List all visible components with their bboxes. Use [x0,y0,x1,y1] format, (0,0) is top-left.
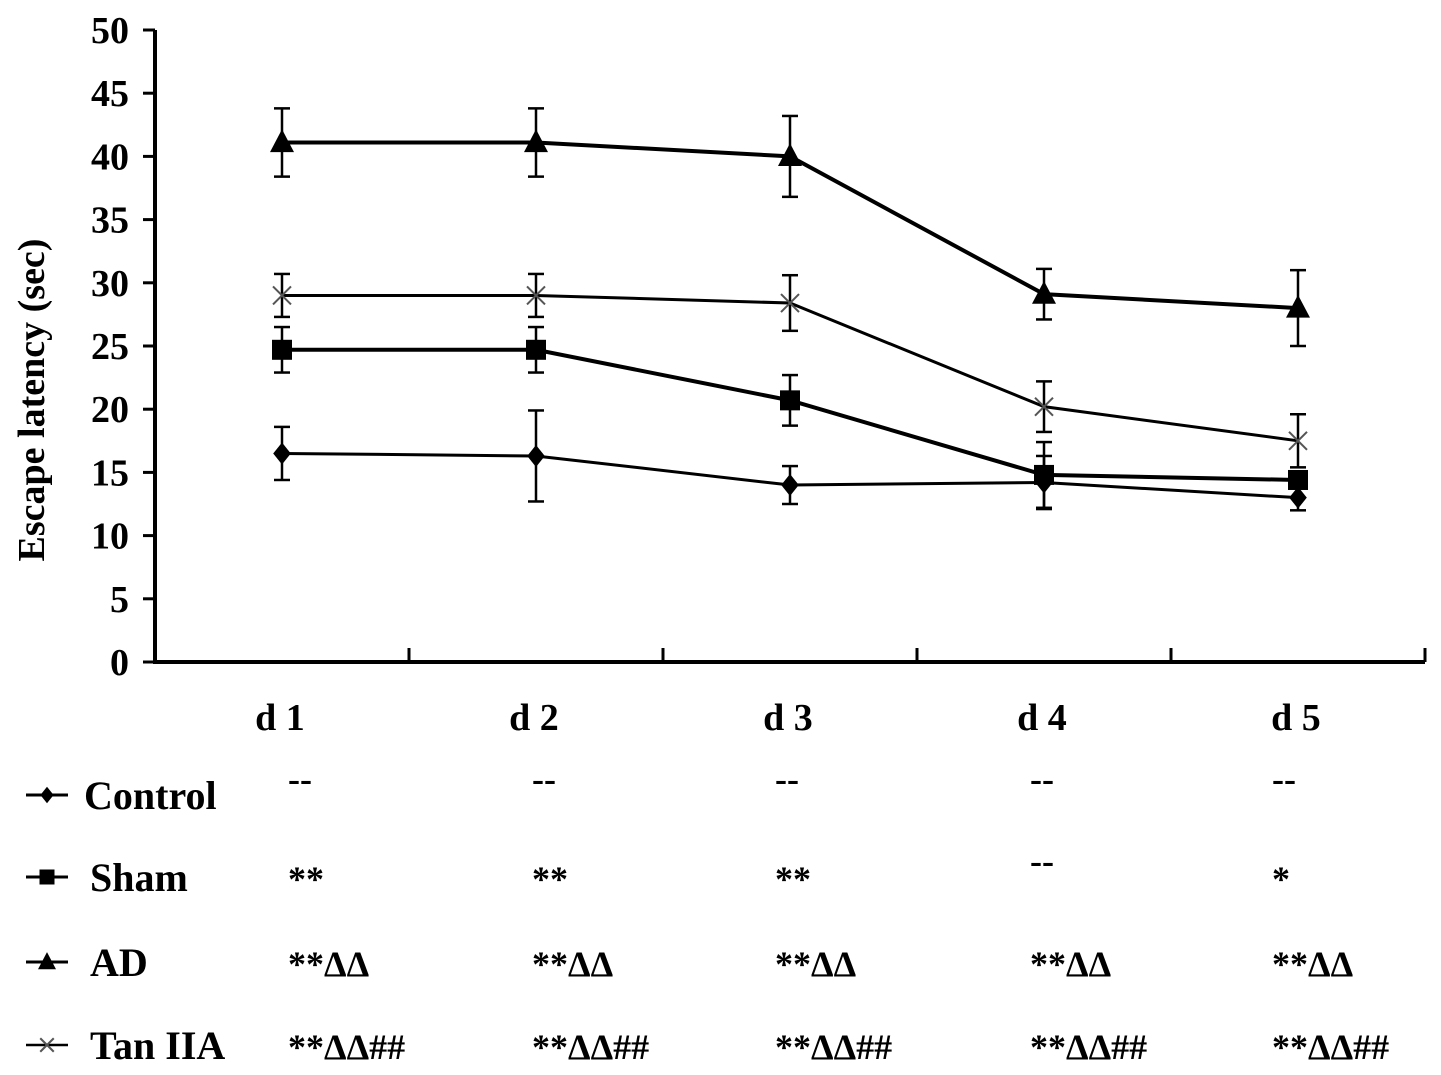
data-point-tan-iia [272,285,292,306]
data-point-control [273,442,291,465]
significance-control: -- [1030,759,1054,799]
legend-marker-tan-iia [39,1037,55,1053]
significance-control: -- [1272,759,1296,799]
significance-ad: **ΔΔ [1272,944,1353,984]
significance-tan-iia: **ΔΔ## [1272,1027,1389,1067]
x-axis-ticks: d 1 d 2 d 3 d 4 d 5 [255,648,1427,739]
data-point-control [527,444,545,467]
data-point-tan-iia [780,293,800,313]
significance-ad: **ΔΔ [1030,944,1111,984]
series-tan-iia [272,272,1308,469]
data-point-sham [1034,464,1054,485]
legend-row-control: Control -- -- -- -- -- [26,759,1296,818]
data-point-control [1289,486,1307,509]
data-point-ad [1286,294,1310,318]
data-point-ad [778,143,802,166]
x-tick-label: d 5 [1271,697,1321,739]
data-point-ad [524,129,548,153]
significance-ad: **ΔΔ [775,944,856,984]
y-axis-ticks: 0 5 10 15 20 25 30 35 40 45 50 [91,10,155,684]
significance-sham: -- [1030,841,1054,881]
y-tick-label: 0 [110,642,129,684]
x-tick-label: d 1 [255,697,305,739]
legend-row-ad: AD **ΔΔ **ΔΔ **ΔΔ **ΔΔ **ΔΔ [26,940,1353,985]
data-point-control [781,474,799,497]
significance-ad: **ΔΔ [532,944,613,984]
legend-marker-control [40,786,54,804]
y-tick-label: 40 [91,136,129,178]
significance-sham: ** [775,859,811,899]
data-point-tan-iia [1034,396,1054,417]
y-axis-label: Escape latency (sec) [11,239,53,562]
legend-marker-sham [39,869,55,885]
y-tick-label: 25 [91,326,129,368]
data-point-tan-iia [526,285,546,306]
legend-label-sham: Sham [90,855,188,900]
y-tick-label: 20 [91,389,129,431]
significance-tan-iia: **ΔΔ## [1030,1027,1147,1067]
y-tick-label: 50 [91,10,129,52]
legend-significance-table: Control -- -- -- -- -- Sham ** ** ** -- * AD **ΔΔ **ΔΔ… [26,759,1389,1068]
data-point-ad [1032,280,1056,304]
y-tick-label: 35 [91,200,129,242]
legend-label-tan-iia: Tan IIA [90,1023,225,1068]
significance-tan-iia: **ΔΔ## [775,1027,892,1067]
data-point-ad [270,129,294,153]
legend-label-control: Control [84,773,217,818]
y-tick-label: 15 [91,452,129,494]
significance-control: -- [532,759,556,799]
data-point-sham [1288,469,1308,490]
data-point-sham [780,390,800,411]
data-point-tan-iia [1288,431,1308,451]
significance-sham: * [1272,859,1290,899]
y-tick-label: 45 [91,73,129,115]
significance-control: -- [775,759,799,799]
x-tick-label: d 4 [1017,697,1067,739]
legend-row-tan-iia: Tan IIA **ΔΔ## **ΔΔ## **ΔΔ## **ΔΔ## **ΔΔ## [26,1023,1389,1068]
y-tick-label: 10 [91,516,129,558]
x-tick-label: d 3 [763,697,813,739]
x-tick-label: d 2 [509,697,559,739]
data-point-sham [272,339,292,360]
y-tick-label: 5 [110,579,129,621]
legend-marker-ad [38,952,56,970]
significance-tan-iia: **ΔΔ## [532,1027,649,1067]
series-layer [270,107,1310,512]
legend-label-ad: AD [90,940,148,985]
significance-ad: **ΔΔ [288,944,369,984]
y-tick-label: 30 [91,263,129,305]
significance-control: -- [288,759,312,799]
series-sham [272,325,1308,510]
significance-sham: ** [532,859,568,899]
significance-tan-iia: **ΔΔ## [288,1027,405,1067]
data-point-sham [526,339,546,360]
series-ad [270,107,1310,348]
legend-row-sham: Sham ** ** ** -- * [26,841,1290,900]
significance-sham: ** [288,859,324,899]
